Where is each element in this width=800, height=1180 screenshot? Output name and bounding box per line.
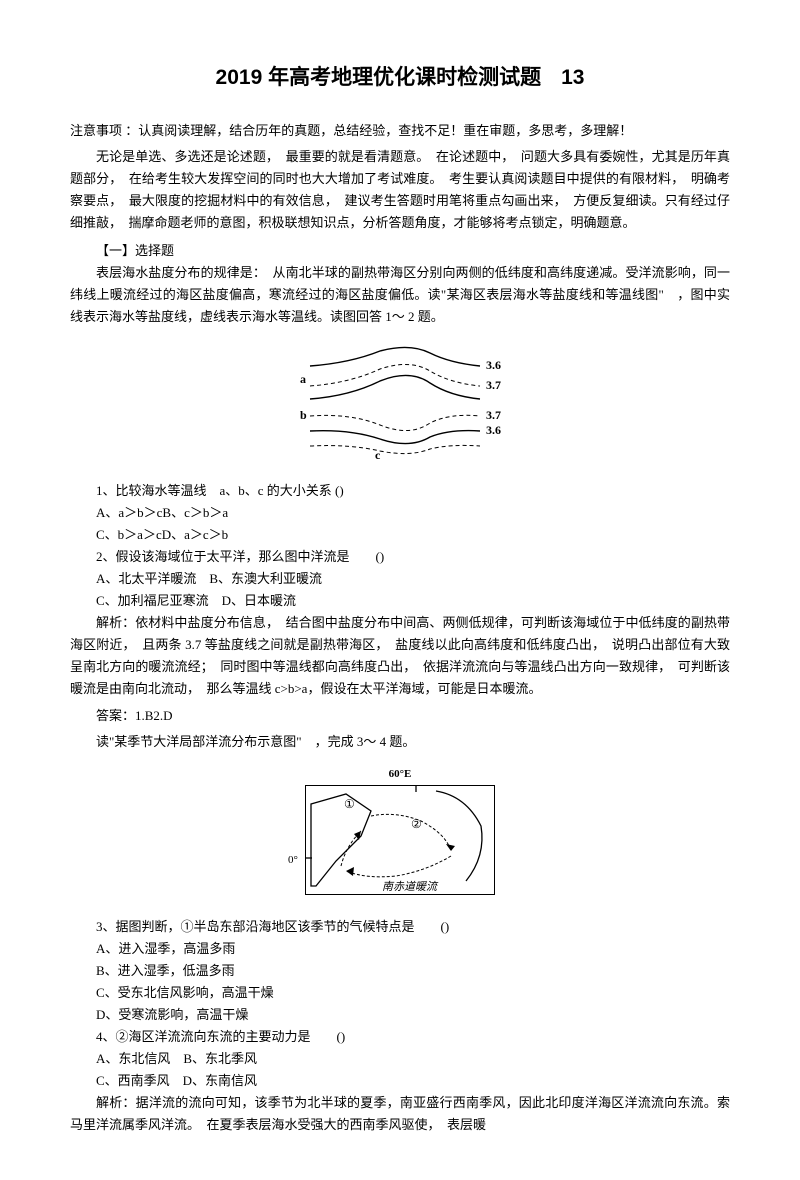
q3-option-d: D、受寒流影响，高温干燥 (70, 1004, 730, 1026)
question-4: 4、②海区洋流流向东流的主要动力是 () (70, 1026, 730, 1048)
isoline-chart: a b c 3.6 3.7 3.7 3.6 (70, 341, 730, 468)
chart1-svg: a b c 3.6 3.7 3.7 3.6 (280, 341, 520, 461)
chart1-val-4: 3.6 (486, 423, 501, 437)
section-heading-1: 【一】选择题 (70, 240, 730, 262)
map-box: ① ② 南赤道暖流 0° (305, 785, 495, 895)
chart1-label-b: b (300, 408, 307, 422)
question-1: 1、比较海水等温线 a、b、c 的大小关系 () (70, 480, 730, 502)
map-top-label: 60°E (70, 765, 730, 784)
chart2-svg: ① ② 南赤道暖流 (306, 786, 496, 896)
q2-option-ab: A、北太平洋暖流 B、东澳大利亚暖流 (70, 568, 730, 590)
title-main: 2019 年高考地理优化课时检测试题 (216, 66, 542, 89)
question-2: 2、假设该海域位于太平洋，那么图中洋流是 () (70, 546, 730, 568)
chart1-val-2: 3.7 (486, 378, 501, 392)
q3-option-a: A、进入湿季，高温多雨 (70, 938, 730, 960)
notice-paragraph-2: 无论是单选、多选还是论述题， 最重要的就是看清题意。 在论述题中， 问题大多具有… (70, 146, 730, 234)
page-title: 2019 年高考地理优化课时检测试题 13 (70, 60, 730, 96)
notice-paragraph-1: 注意事项 ：认真阅读理解，结合历年的真题，总结经验，查找不足！重在审题，多思考，… (70, 120, 730, 142)
answer-1: 答案：1.B2.D (70, 705, 730, 727)
ocean-current-map: 60°E ① ② 南赤道暖流 0° (70, 765, 730, 904)
map-current-label: 南赤道暖流 (382, 880, 439, 893)
q3-option-c: C、受东北信风影响，高温干燥 (70, 982, 730, 1004)
title-number: 13 (561, 66, 584, 89)
q4-option-ab: A、东北信风 B、东北季风 (70, 1048, 730, 1070)
map-equator-label: 0° (288, 851, 298, 870)
chart1-label-c: c (375, 448, 381, 461)
intro-text-2: 读"某季节大洋局部洋流分布示意图" ，完成 3～ 4 题。 (70, 731, 730, 753)
chart1-val-1: 3.6 (486, 358, 501, 372)
q3-option-b: B、进入湿季，低温多雨 (70, 960, 730, 982)
question-3: 3、据图判断，①半岛东部沿海地区该季节的气候特点是 () (70, 916, 730, 938)
intro-text-1: 表层海水盐度分布的规律是： 从南北半球的副热带海区分别向两侧的低纬度和高纬度递减… (70, 262, 730, 328)
chart1-label-a: a (300, 372, 306, 386)
map-circle-1: ① (344, 797, 355, 811)
map-circle-2: ② (411, 817, 422, 831)
q1-option-cd: C、b＞a＞cD、a＞c＞b (70, 524, 730, 546)
chart1-val-3: 3.7 (486, 408, 501, 422)
q1-option-ab: A、a＞b＞cB、c＞b＞a (70, 502, 730, 524)
analysis-2: 解析：据洋流的流向可知，该季节为北半球的夏季，南亚盛行西南季风，因此北印度洋海区… (70, 1092, 730, 1136)
q2-option-cd: C、加利福尼亚寒流 D、日本暖流 (70, 590, 730, 612)
q4-option-cd: C、西南季风 D、东南信风 (70, 1070, 730, 1092)
analysis-1: 解析：依材料中盐度分布信息， 结合图中盐度分布中间高、两侧低规律，可判断该海域位… (70, 612, 730, 700)
